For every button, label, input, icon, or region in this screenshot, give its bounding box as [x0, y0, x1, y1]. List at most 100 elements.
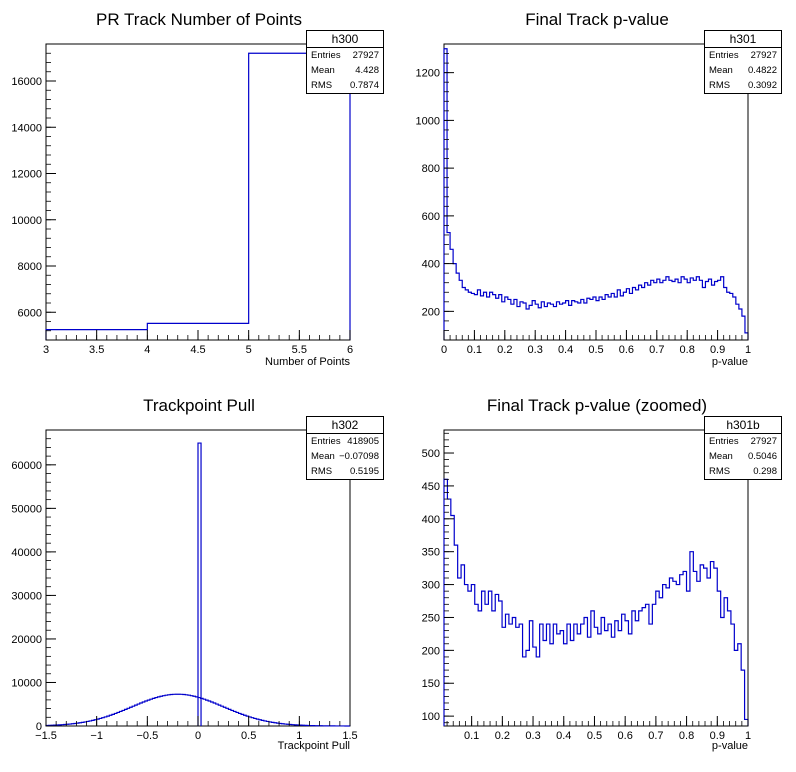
stats-entries-label: Entries: [709, 50, 739, 61]
stats-name: h301b: [705, 417, 781, 434]
pad-pvalue: Final Track p-value 200 400 600 800 1000 1200…: [398, 0, 796, 386]
x-tick-label: 1: [296, 730, 302, 742]
stats-name: h301: [705, 31, 781, 48]
histogram-line: [443, 48, 749, 340]
histogram-plot: 6000 8000 10000 12000 14000 16000 3 3.5 4 4.5 5 5.5…: [11, 43, 353, 356]
chart-title: Final Track p-value (zoomed): [486, 396, 708, 415]
stats-rms-label: RMS: [311, 466, 333, 477]
plot-frame: [45, 43, 351, 341]
x-tick-label: 4.5: [190, 344, 205, 356]
pad-pull: Trackpoint Pull 0 10000 20000 30000 40000 500…: [0, 386, 398, 772]
x-tick-label: 0.8: [680, 344, 695, 356]
y-tick-label: 1000: [416, 115, 440, 127]
stats-mean-label: Mean: [311, 65, 335, 76]
x-tick-label: 3: [43, 344, 49, 356]
x-tick-label: 0.5: [241, 730, 256, 742]
x-tick-label: 1.5: [342, 730, 357, 742]
x-tick-label: 0: [195, 730, 201, 742]
stats-entries-label: Entries: [311, 50, 341, 61]
y-tick-label: 6000: [18, 307, 42, 319]
histogram-line: [443, 478, 749, 726]
stats-mean-value: 0.5046: [747, 451, 777, 462]
histogram-plot: 0 10000 20000 30000 40000 50000 60000 −1.5 −1 −0.…: [11, 429, 358, 742]
y-tick-label: 500: [422, 448, 440, 460]
x-tick-label: 0.8: [679, 730, 694, 742]
x-tick-label: 0.6: [618, 730, 633, 742]
y-tick-label: 800: [422, 163, 440, 175]
x-tick-label: 5.5: [292, 344, 307, 356]
stats-box: h300 Entries 27927 Mean 4.428 RMS 0.7874: [306, 30, 384, 94]
y-tick-label: 250: [422, 612, 440, 624]
histogram-plot: 100 150 200 250 300 350 400 450 500 0.1 0.2 0.3 0.4 0…: [422, 429, 751, 742]
x-tick-label: 0.4: [558, 344, 573, 356]
histogram-line: [45, 52, 351, 340]
x-axis-label: Trackpoint Pull: [277, 740, 350, 752]
x-tick-label: −1: [90, 730, 103, 742]
y-tick-label: 200: [422, 306, 440, 318]
y-tick-label: 150: [422, 678, 440, 690]
x-tick-label: 1: [745, 344, 751, 356]
y-tick-label: 600: [422, 211, 440, 223]
stats-rms-value: 0.7874: [349, 80, 379, 91]
y-tick-label: 0: [36, 721, 42, 733]
x-axis-label: Number of Points: [265, 356, 350, 368]
y-tick-label: 12000: [11, 169, 42, 181]
y-tick-label: 350: [422, 547, 440, 559]
chart-title: PR Track Number of Points: [96, 10, 302, 29]
x-tick-label: 3.5: [89, 344, 104, 356]
y-tick-label: 60000: [11, 460, 42, 472]
stats-entries-label: Entries: [709, 436, 739, 447]
stats-rms-label: RMS: [709, 466, 731, 477]
stats-mean-label: Mean: [709, 451, 733, 462]
stats-entries-value: 418905: [347, 436, 379, 447]
x-tick-label: 6: [347, 344, 353, 356]
y-tick-label: 300: [422, 580, 440, 592]
x-tick-label: 0.9: [710, 344, 725, 356]
x-tick-label: 0.3: [525, 730, 540, 742]
chart-title: Final Track p-value: [525, 10, 669, 29]
stats-mean-label: Mean: [311, 451, 335, 462]
x-tick-label: 0.4: [556, 730, 571, 742]
stats-rms-label: RMS: [311, 80, 333, 91]
y-tick-label: 50000: [11, 503, 42, 515]
x-tick-label: 0.5: [587, 730, 602, 742]
y-tick-label: 1200: [416, 68, 440, 80]
pad-pvalue-zoomed: Final Track p-value (zoomed) 100 150 200 25…: [398, 386, 796, 772]
x-tick-label: 0.5: [588, 344, 603, 356]
stats-mean-value: −0.07098: [339, 451, 379, 462]
y-tick-label: 200: [422, 645, 440, 657]
x-axis-label: p-value: [711, 740, 748, 752]
stats-box: h301b Entries 27927 Mean 0.5046 RMS 0.298: [704, 416, 782, 480]
x-tick-label: 5: [246, 344, 252, 356]
histogram-plot: 200 400 600 800 1000 1200 0 0.1 0.2 0.3 0.4 0.5 0.6 0…: [416, 43, 751, 356]
y-tick-label: 30000: [11, 590, 42, 602]
histogram-spike: [197, 442, 202, 726]
y-tick-label: 14000: [11, 122, 42, 134]
stats-mean-label: Mean: [709, 65, 733, 76]
y-tick-label: 8000: [18, 261, 42, 273]
stats-mean-value: 4.428: [355, 65, 379, 76]
x-tick-label: −0.5: [136, 730, 158, 742]
stats-rms-value: 0.298: [753, 466, 777, 477]
stats-rms-value: 0.3092: [747, 80, 777, 91]
stats-rms-value: 0.5195: [349, 466, 379, 477]
stats-rms-label: RMS: [709, 80, 731, 91]
y-tick-label: 16000: [11, 76, 42, 88]
stats-entries-label: Entries: [311, 436, 341, 447]
y-tick-label: 400: [422, 514, 440, 526]
x-tick-label: −1.5: [35, 730, 57, 742]
x-tick-label: 0.2: [497, 344, 512, 356]
stats-name: h300: [307, 31, 383, 48]
x-tick-label: 1: [745, 730, 751, 742]
x-tick-label: 4: [144, 344, 150, 356]
stats-box: h301 Entries 27927 Mean 0.4822 RMS 0.3092: [704, 30, 782, 94]
chart-title: Trackpoint Pull: [143, 396, 255, 415]
x-tick-label: 0.1: [464, 730, 479, 742]
x-tick-label: 0.1: [467, 344, 482, 356]
y-tick-label: 400: [422, 259, 440, 271]
x-tick-label: 0.9: [710, 730, 725, 742]
y-tick-label: 10000: [11, 215, 42, 227]
pad-npoints: PR Track Number of Points 6000 8000 10000 1…: [0, 0, 398, 386]
x-tick-label: 0.7: [648, 730, 663, 742]
x-tick-label: 0: [441, 344, 447, 356]
